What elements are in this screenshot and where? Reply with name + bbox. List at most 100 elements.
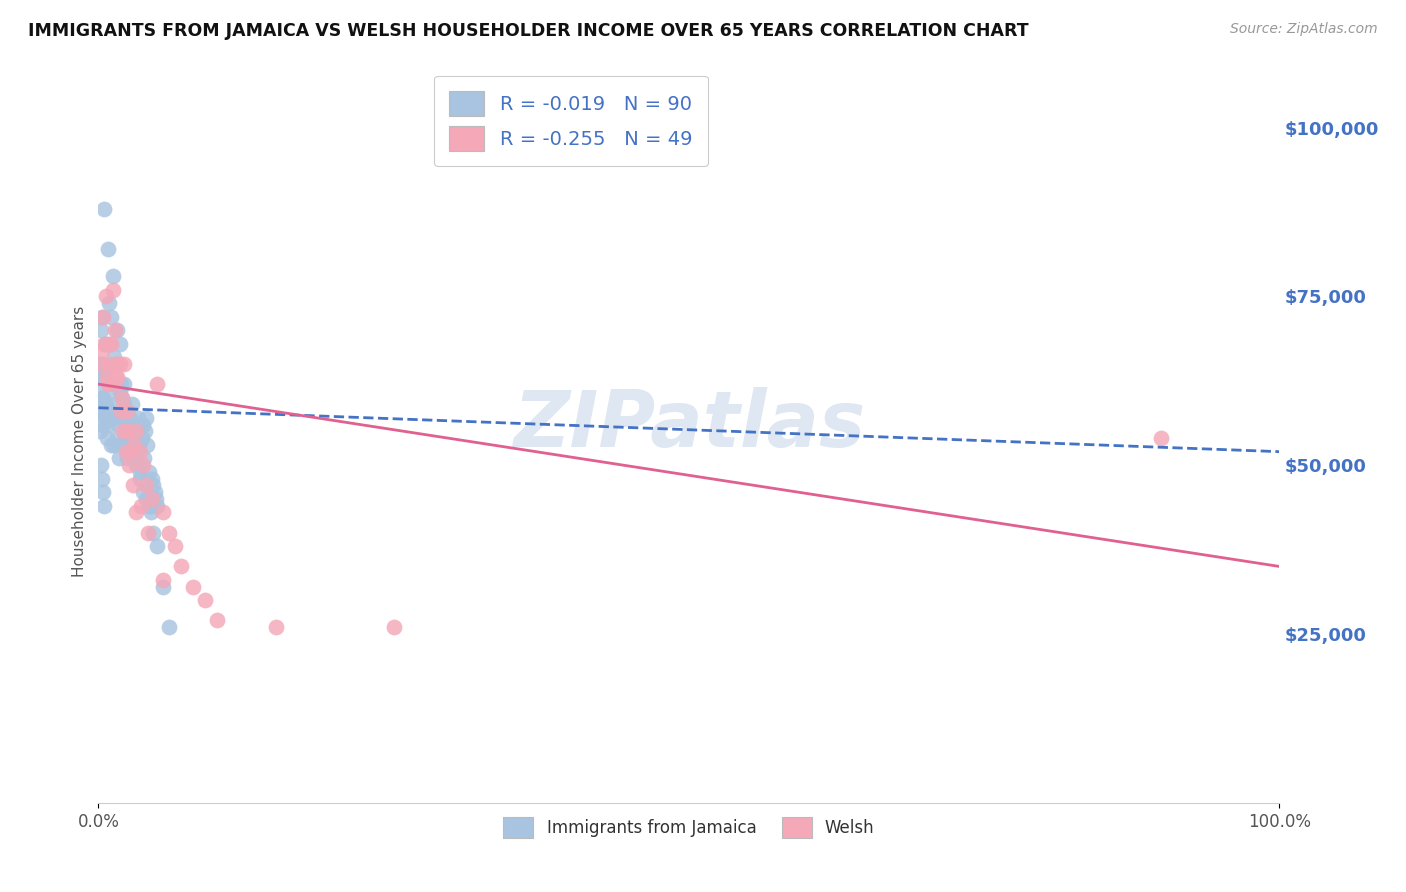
Point <box>132 458 155 472</box>
Point <box>111 391 134 405</box>
Point <box>103 411 125 425</box>
Point <box>110 384 132 398</box>
Point <box>101 283 124 297</box>
Point <box>103 377 125 392</box>
Point <box>90 357 112 371</box>
Point <box>141 472 163 486</box>
Point <box>142 478 165 492</box>
Point <box>94 336 117 351</box>
Point <box>91 404 114 418</box>
Point <box>90 458 112 472</box>
Point <box>118 444 141 458</box>
Point <box>91 485 114 500</box>
Point <box>111 438 134 452</box>
Point <box>114 431 136 445</box>
Point <box>264 620 287 634</box>
Point <box>103 438 125 452</box>
Point <box>141 491 163 506</box>
Point <box>103 350 125 364</box>
Point <box>98 404 121 418</box>
Point <box>107 417 129 432</box>
Point <box>135 411 157 425</box>
Point <box>146 499 169 513</box>
Point <box>142 525 165 540</box>
Point <box>131 431 153 445</box>
Point <box>100 438 122 452</box>
Point <box>125 425 148 439</box>
Point <box>1150 431 1173 445</box>
Point <box>136 438 159 452</box>
Point <box>382 620 405 634</box>
Point <box>138 499 160 513</box>
Point <box>139 505 162 519</box>
Point <box>128 472 150 486</box>
Point <box>132 451 155 466</box>
Point <box>90 377 112 392</box>
Point <box>136 525 159 540</box>
Point <box>146 539 169 553</box>
Point <box>134 425 156 439</box>
Point <box>194 593 217 607</box>
Point <box>152 573 174 587</box>
Text: IMMIGRANTS FROM JAMAICA VS WELSH HOUSEHOLDER INCOME OVER 65 YEARS CORRELATION CH: IMMIGRANTS FROM JAMAICA VS WELSH HOUSEHO… <box>28 22 1029 40</box>
Point <box>94 289 117 303</box>
Point <box>96 431 118 445</box>
Point <box>117 425 139 439</box>
Point <box>143 485 166 500</box>
Point <box>170 559 193 574</box>
Point <box>132 485 155 500</box>
Point <box>98 357 121 371</box>
Point <box>112 404 135 418</box>
Point <box>98 296 121 310</box>
Point <box>112 397 135 411</box>
Point <box>121 417 143 432</box>
Point <box>121 478 143 492</box>
Point <box>93 499 115 513</box>
Point <box>122 431 145 445</box>
Point <box>93 364 115 378</box>
Point <box>146 377 169 392</box>
Point <box>89 425 111 439</box>
Point <box>105 357 128 371</box>
Point <box>135 478 157 492</box>
Point <box>91 310 114 324</box>
Point <box>104 323 127 337</box>
Point <box>132 417 155 432</box>
Point <box>181 580 204 594</box>
Point <box>110 377 132 392</box>
Point <box>97 417 120 432</box>
Point <box>91 357 114 371</box>
Point <box>125 505 148 519</box>
Point <box>107 357 129 371</box>
Point <box>120 438 142 452</box>
Point <box>165 539 187 553</box>
Point <box>91 310 114 324</box>
Point <box>96 370 118 384</box>
Point <box>125 458 148 472</box>
Point <box>91 417 114 432</box>
Point <box>157 525 180 540</box>
Point <box>89 357 111 371</box>
Point <box>157 620 180 634</box>
Point <box>100 310 122 324</box>
Point <box>104 397 127 411</box>
Point <box>108 357 131 371</box>
Point <box>152 505 174 519</box>
Point <box>100 336 122 351</box>
Point <box>138 465 160 479</box>
Point <box>121 397 143 411</box>
Point <box>105 370 128 384</box>
Point <box>122 438 145 452</box>
Text: Source: ZipAtlas.com: Source: ZipAtlas.com <box>1230 22 1378 37</box>
Point <box>90 323 112 337</box>
Point <box>115 417 138 432</box>
Point <box>114 444 136 458</box>
Point <box>93 202 115 216</box>
Point <box>91 391 114 405</box>
Point <box>105 323 128 337</box>
Point <box>112 357 135 371</box>
Point <box>112 377 135 392</box>
Point <box>101 269 124 284</box>
Point <box>105 370 128 384</box>
Point <box>110 411 132 425</box>
